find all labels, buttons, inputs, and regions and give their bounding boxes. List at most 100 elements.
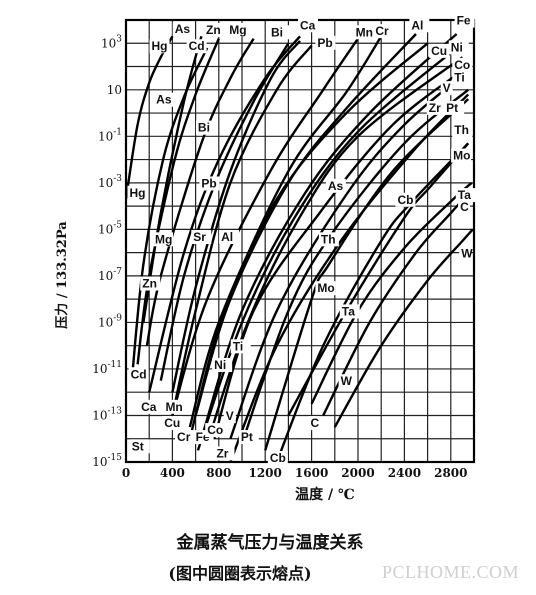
label-bg <box>172 21 193 36</box>
element-label-pt: Pt <box>446 101 458 115</box>
y-tick-label: 10-3 <box>98 174 122 190</box>
label-bg <box>214 446 235 461</box>
label-bg <box>149 39 170 54</box>
element-label-mo: Mo <box>453 149 470 163</box>
label-bg <box>315 281 336 296</box>
x-tick-label: 1600 <box>295 466 328 480</box>
label-bg <box>440 81 453 96</box>
label-bg <box>451 148 472 163</box>
element-label-cu: Cu <box>431 44 447 58</box>
y-tick-label: 10-11 <box>92 360 122 376</box>
label-bg <box>195 120 216 135</box>
label-bg <box>395 192 416 207</box>
element-label-mo: Mo <box>317 281 334 295</box>
curve-fe <box>200 33 458 440</box>
curve-cr <box>188 35 383 440</box>
x-tick-label: 1200 <box>248 466 281 480</box>
curve-mn <box>171 37 359 416</box>
curve-cu <box>188 42 429 428</box>
element-label-co: Co <box>454 58 470 72</box>
element-label-ni: Ni <box>214 358 226 372</box>
label-bg <box>127 185 148 200</box>
label-bg <box>452 122 473 137</box>
element-label-zr: Zr <box>429 101 441 115</box>
element-label-mn: Mn <box>165 400 182 414</box>
curve-ti <box>213 65 469 440</box>
curve-cb <box>275 142 470 462</box>
element-label-zr: Zr <box>216 446 228 460</box>
element-label-zn: Zn <box>206 23 221 37</box>
chart-title: 金属蒸气压力与温度关系 <box>176 533 364 553</box>
curve-zn <box>136 38 220 365</box>
y-tick-label: 10-13 <box>92 406 122 422</box>
y-tick-label: 10-15 <box>92 453 122 469</box>
label-bg <box>454 13 475 28</box>
label-bg <box>227 22 248 37</box>
element-label-w: W <box>341 374 353 388</box>
element-label-ni: Ni <box>451 40 463 54</box>
element-label-ta: Ta <box>342 304 355 318</box>
label-bg <box>338 374 351 389</box>
element-label-zn: Zn <box>142 277 157 291</box>
watermark: PCLHOME.COM <box>382 562 520 582</box>
curve-v <box>229 70 469 440</box>
label-bg <box>298 18 318 33</box>
element-label-cd: Cd <box>131 367 147 381</box>
y-tick-label: 10-5 <box>98 220 122 236</box>
label-bg <box>339 304 360 319</box>
label-bg <box>140 276 161 291</box>
element-label-mg: Mg <box>229 23 246 37</box>
x-tick-label: 0 <box>122 466 130 480</box>
element-label-al: Al <box>221 230 233 244</box>
element-label-co: Co <box>207 423 223 437</box>
label-bg <box>128 367 149 382</box>
y-tick-label: 10-9 <box>98 313 122 329</box>
y-axis-label: 压力 / 133.32Pa <box>54 221 70 329</box>
y-tick-label: 10-1 <box>98 127 122 143</box>
label-bg <box>129 439 150 454</box>
y-tick-label: 10-7 <box>98 267 122 283</box>
curve-w <box>333 228 474 428</box>
element-label-v: V <box>443 81 451 95</box>
element-label-v: V <box>226 409 234 423</box>
label-bg <box>267 451 288 465</box>
element-label-bi: Bi <box>198 121 210 135</box>
curve-th <box>264 98 470 451</box>
label-bg <box>269 25 289 40</box>
element-label-as: As <box>175 22 191 36</box>
label-bg <box>409 18 430 33</box>
element-label-sr: Sr <box>193 230 206 244</box>
element-label-c: C <box>460 200 469 214</box>
x-axis-label: 温度 / ℃ <box>295 486 355 503</box>
element-label-cb: Cb <box>397 193 413 207</box>
label-bg <box>455 188 476 203</box>
element-label-fe: Fe <box>457 14 471 28</box>
curve-mg <box>145 37 255 346</box>
label-bg <box>459 246 472 261</box>
element-label-ca: Ca <box>141 400 157 414</box>
element-label-ti: Ti <box>454 71 464 85</box>
element-label-th: Th <box>321 232 336 246</box>
label-bg <box>163 399 184 414</box>
label-bg <box>219 230 240 244</box>
label-bg <box>308 416 321 431</box>
element-label-cr: Cr <box>375 24 389 38</box>
label-bg <box>318 232 339 247</box>
element-label-hg: Hg <box>152 39 168 53</box>
label-bg <box>199 176 220 191</box>
label-bg <box>205 423 226 438</box>
curve-c <box>322 188 473 417</box>
element-label-w: W <box>461 246 473 260</box>
label-bg <box>238 430 259 445</box>
x-tick-label: 400 <box>160 466 185 480</box>
label-bg <box>429 43 450 58</box>
label-bg <box>139 399 160 414</box>
label-bg <box>175 430 196 445</box>
label-bg <box>458 199 471 214</box>
element-label-pt: Pt <box>241 430 253 444</box>
element-label-c: C <box>310 416 319 430</box>
label-bg <box>325 178 346 193</box>
label-bg <box>452 70 473 85</box>
label-bg <box>162 416 183 431</box>
